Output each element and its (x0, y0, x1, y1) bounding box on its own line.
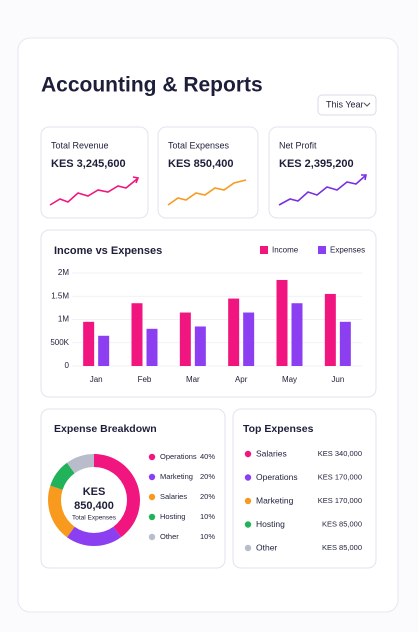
chart-title: Income vs Expenses (54, 245, 162, 257)
row-amount: KES 170,000 (318, 472, 362, 481)
kpi-card (268, 126, 377, 219)
donut-segment (66, 454, 94, 474)
row-dot (244, 544, 252, 552)
sparkline-arrow (132, 176, 140, 184)
kpi-label: Total Expenses (168, 140, 230, 150)
bar (146, 328, 158, 366)
kpi-value: KES 2,395,200 (279, 158, 354, 170)
y-tick-label: 2M (58, 268, 69, 277)
bar (194, 326, 206, 366)
donut-center-title: KES (83, 486, 106, 498)
legend-label: Operations (160, 452, 197, 461)
x-tick-label: Feb (138, 375, 152, 384)
row-amount: KES 170,000 (318, 496, 362, 505)
bar (179, 312, 191, 366)
value-label: 10% (200, 512, 215, 521)
bar (83, 321, 95, 366)
legend-dot (148, 453, 156, 461)
x-tick-label: Mar (186, 375, 200, 384)
kpi-value: KES 850,400 (168, 158, 233, 170)
page-title: Accounting & Reports (41, 74, 263, 97)
donut-segment (50, 462, 75, 490)
row-label: Salaries (256, 448, 287, 458)
row-dot (244, 450, 252, 458)
value-label: 20% (200, 472, 215, 481)
x-tick-label: Jun (331, 375, 344, 384)
bar (243, 312, 255, 366)
legend-dot (148, 493, 156, 501)
kpi-card (157, 126, 259, 219)
legend-label: Income (272, 246, 299, 255)
value-label: 40% (200, 452, 215, 461)
bar (324, 293, 336, 366)
donut-segment (94, 454, 140, 538)
row-label: Other (256, 542, 277, 552)
legend-dot (148, 533, 156, 541)
bar (98, 335, 110, 366)
sparkline-arrow (361, 174, 367, 181)
sparkline (49, 178, 138, 206)
dropdown-caret[interactable] (363, 102, 371, 107)
row-label: Operations (256, 472, 298, 482)
dropdown-box[interactable] (317, 94, 377, 116)
row-amount: KES 340,000 (318, 449, 362, 458)
donut-segment (48, 485, 75, 538)
chart-title: Expense Breakdown (54, 423, 157, 435)
legend-swatch (260, 246, 268, 254)
bar (276, 279, 288, 366)
y-tick-label: 0 (65, 361, 70, 370)
row-amount: KES 85,000 (322, 519, 362, 528)
kpi-label: Total Revenue (51, 140, 109, 150)
y-tick-label: 1M (58, 315, 69, 324)
donut-center-title: 850,400 (74, 500, 114, 512)
legend-label: Other (160, 532, 179, 541)
legend-label: Expenses (330, 246, 365, 255)
kpi-label: Net Profit (279, 140, 317, 150)
legend-label: Salaries (160, 492, 187, 501)
row-dot (244, 497, 252, 505)
x-tick-label: Jan (90, 375, 103, 384)
sparkline (278, 175, 366, 206)
row-label: Marketing (256, 495, 294, 505)
sparkline (167, 179, 247, 206)
bar (291, 303, 303, 366)
legend-label: Marketing (160, 472, 193, 481)
value-label: 20% (200, 492, 215, 501)
period-dropdown[interactable]: This Year (317, 94, 377, 116)
bar (339, 321, 351, 366)
donut-center-subtitle: Total Expenses (72, 515, 117, 522)
donut-segment (66, 526, 122, 546)
value-label: 10% (200, 532, 215, 541)
kpi-card (40, 126, 149, 219)
table-title: Top Expenses (243, 423, 314, 435)
bar (228, 298, 240, 366)
legend-swatch (318, 246, 326, 254)
legend-dot (148, 473, 156, 481)
kpi-value: KES 3,245,600 (51, 158, 126, 170)
y-tick-label: 1.5M (51, 291, 69, 300)
y-tick-label: 500K (50, 338, 69, 347)
legend-label: Hosting (160, 512, 185, 521)
legend-dot (148, 513, 156, 521)
dropdown-label[interactable]: This Year (326, 99, 364, 109)
row-label: Hosting (256, 519, 285, 529)
x-tick-label: Apr (235, 375, 248, 384)
table-card (232, 408, 377, 569)
row-amount: KES 85,000 (322, 543, 362, 552)
x-tick-label: May (282, 375, 297, 384)
row-dot (244, 474, 252, 481)
row-dot (244, 521, 252, 528)
bar (131, 303, 143, 366)
